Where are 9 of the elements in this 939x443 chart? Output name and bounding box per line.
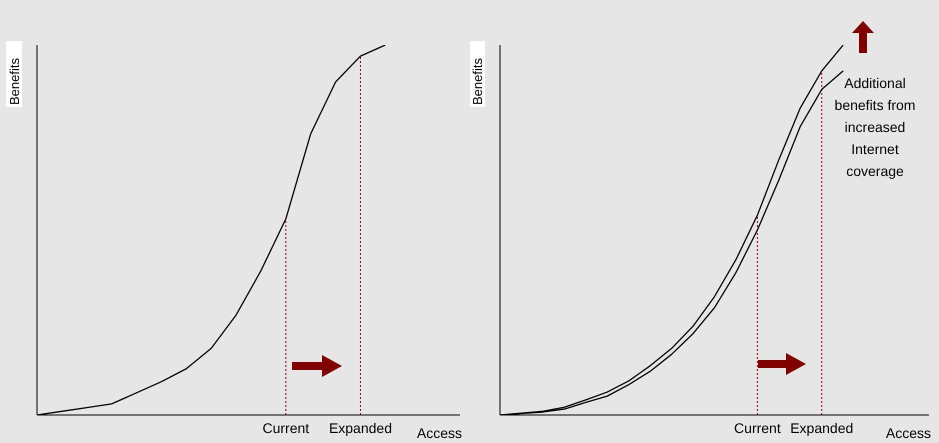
y-axis-title: Benefits [470,58,485,105]
x-tick-label: Current [262,420,310,436]
y-axis-title: Benefits [7,58,22,105]
x-tick-label: Current [734,420,781,436]
x-axis-title: Access [886,425,931,441]
x-tick-label: Expanded [328,420,392,436]
annotation: Additional benefits from increased Internet coverage [834,74,916,181]
x-tick-label: Expanded [790,420,854,436]
x-axis-title: Access [416,425,462,441]
